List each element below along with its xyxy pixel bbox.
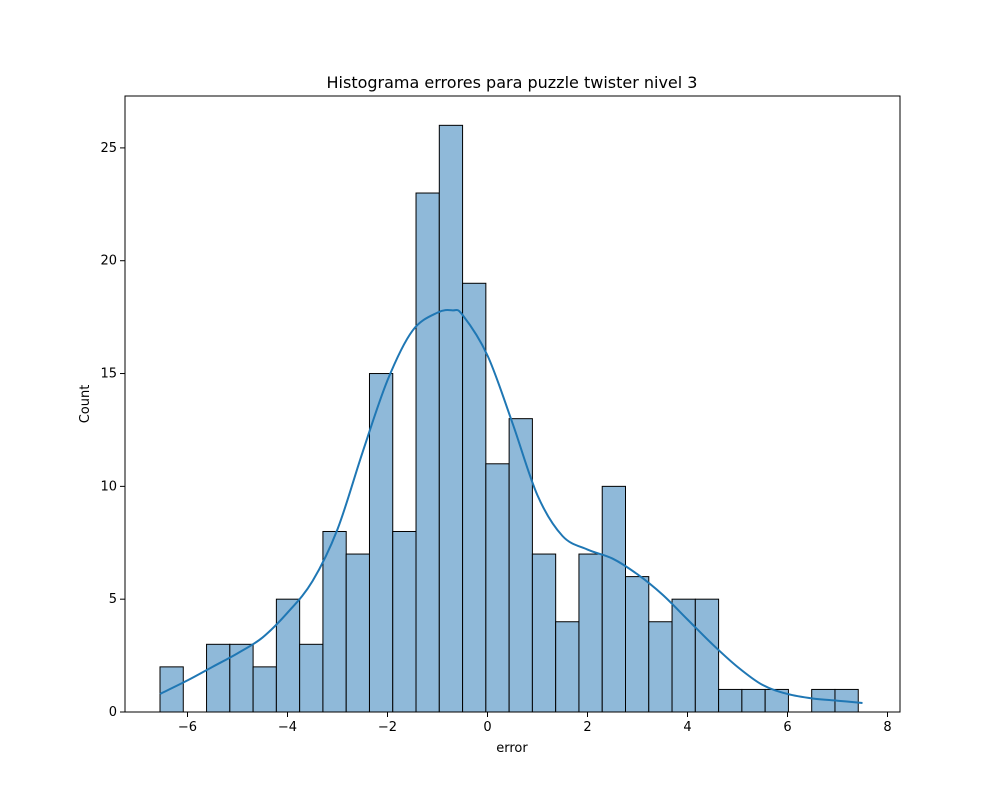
histogram-bar: [252, 666, 277, 713]
y-tick-label: 15: [100, 367, 117, 382]
x-axis-ticks: −6 −4 −2 0 2 4 6 8: [178, 712, 892, 735]
histogram-bar: [694, 598, 720, 713]
y-axis-label: Count: [78, 385, 93, 424]
x-tick-label: 2: [583, 720, 591, 735]
histogram-bar: [368, 373, 394, 713]
histogram-bar: [299, 643, 324, 713]
histogram-bar: [741, 688, 766, 713]
x-tick-label: 4: [683, 720, 691, 735]
histogram-bar: [345, 553, 370, 713]
x-tick-label: −2: [378, 720, 397, 735]
histogram-bar: [392, 530, 417, 713]
histogram-bar: [601, 485, 626, 713]
histogram-bar: [159, 666, 184, 713]
y-tick-label: 10: [100, 479, 117, 494]
x-tick-label: −6: [178, 720, 197, 735]
histogram-bar: [229, 643, 254, 713]
histogram-bar: [555, 621, 580, 713]
histogram-bar: [322, 530, 347, 713]
x-tick-label: 8: [883, 720, 891, 735]
y-axis-ticks: 0 5 10 15 20 25: [100, 141, 125, 720]
x-tick-label: 6: [783, 720, 791, 735]
x-axis-label: error: [496, 741, 528, 756]
histogram-bar: [578, 553, 603, 713]
histogram-bar: [206, 643, 231, 713]
histogram-bar: [415, 192, 440, 713]
chart-title: Histograma errores para puzzle twister n…: [327, 73, 698, 92]
histogram-bar: [275, 598, 301, 713]
y-tick-label: 0: [109, 705, 117, 720]
histogram-bar: [531, 553, 557, 713]
x-tick-label: −4: [278, 720, 297, 735]
histogram-bar: [462, 282, 487, 713]
histogram-bar: [485, 463, 510, 713]
y-tick-label: 5: [109, 592, 117, 607]
histogram-bar: [718, 688, 743, 713]
x-tick-label: 0: [483, 720, 491, 735]
y-tick-label: 20: [100, 254, 117, 269]
y-tick-label: 25: [100, 141, 117, 156]
histogram-bar: [648, 621, 673, 713]
plot-frame: [124, 95, 901, 713]
histogram-bar: [625, 576, 650, 713]
kde-curve: [159, 308, 863, 704]
histogram-bars: [159, 124, 859, 713]
histogram-bar: [438, 124, 464, 713]
histogram-bar: [508, 418, 533, 713]
